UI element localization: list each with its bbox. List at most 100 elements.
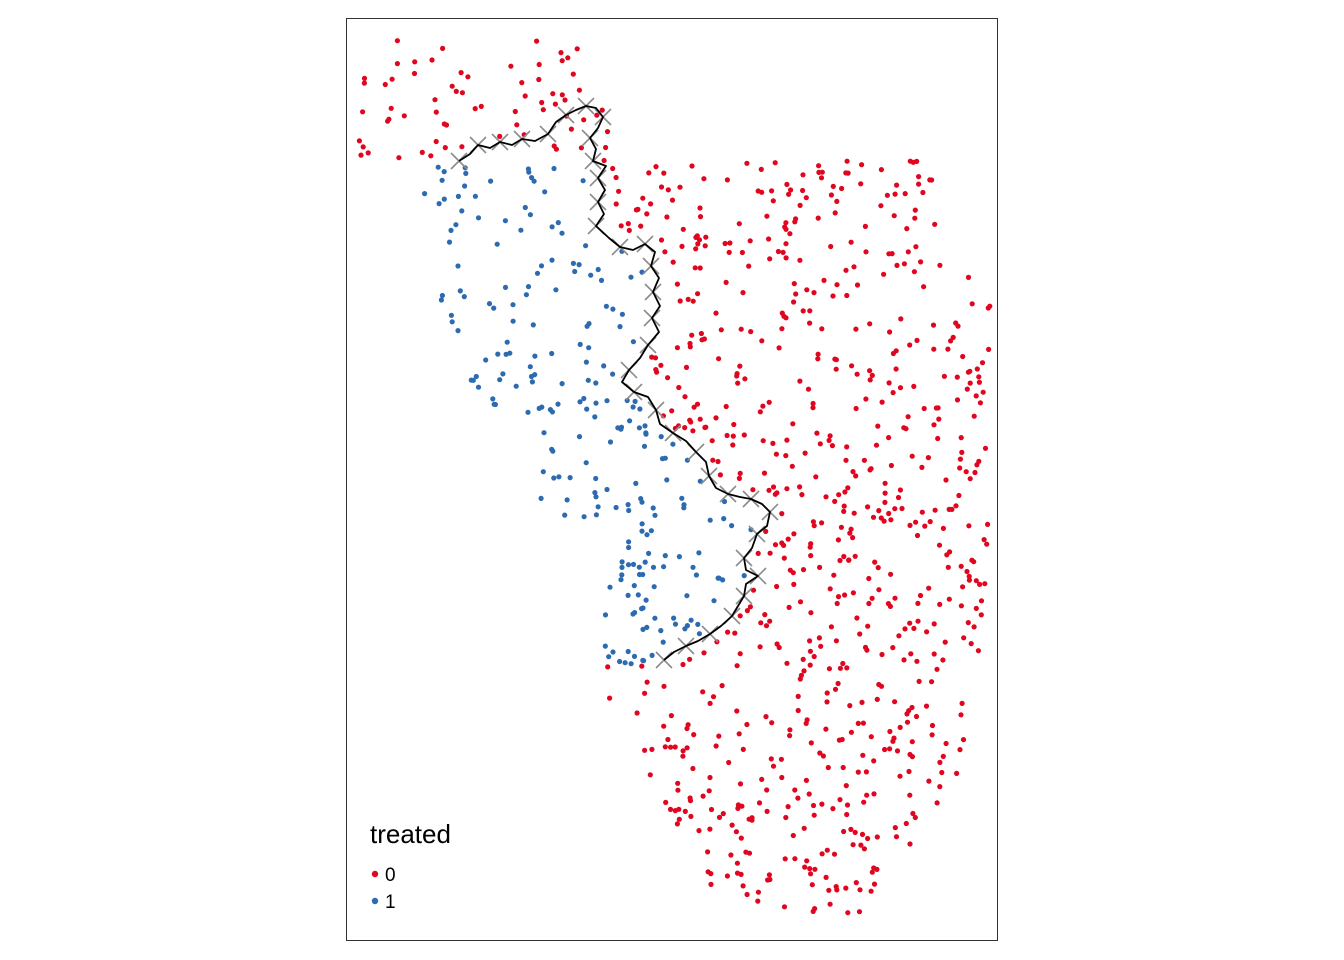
control-point: [799, 492, 805, 498]
control-point: [791, 281, 797, 287]
control-point: [360, 109, 366, 115]
control-point: [843, 783, 849, 789]
treated-point: [682, 626, 688, 632]
control-points-layer: [356, 38, 993, 916]
control-point: [685, 296, 691, 302]
control-point: [870, 514, 877, 520]
treated-point: [693, 572, 700, 578]
control-point: [797, 378, 803, 384]
control-point: [918, 259, 924, 265]
control-point: [858, 181, 864, 187]
control-point: [735, 380, 741, 386]
treated-point: [584, 406, 590, 412]
control-point: [644, 679, 650, 685]
control-point: [734, 371, 740, 377]
control-point: [734, 663, 740, 669]
control-point: [680, 753, 686, 759]
treated-point: [504, 339, 510, 345]
control-point: [800, 656, 806, 663]
control-point: [921, 405, 927, 412]
control-point: [626, 227, 632, 233]
control-point: [801, 668, 807, 674]
control-point: [770, 763, 777, 769]
control-point: [922, 523, 928, 529]
treated-point: [640, 605, 646, 611]
control-point: [694, 401, 701, 407]
treated-point: [490, 396, 496, 402]
control-point: [459, 90, 465, 96]
control-point: [791, 299, 797, 305]
control-point: [859, 162, 865, 168]
control-point: [783, 220, 789, 226]
control-point: [781, 904, 788, 910]
treated-point: [549, 224, 555, 230]
treated-point: [491, 305, 497, 311]
control-point: [830, 183, 836, 189]
control-point: [930, 322, 937, 328]
control-point: [964, 568, 970, 575]
treated-point: [635, 592, 641, 598]
control-point: [539, 99, 545, 106]
treated-point: [644, 624, 650, 631]
control-point: [835, 537, 842, 543]
control-point: [713, 415, 719, 421]
control-point: [832, 686, 839, 692]
control-point: [697, 265, 703, 271]
treated-point: [492, 401, 498, 408]
control-point: [690, 428, 696, 434]
control-point: [559, 58, 565, 64]
control-point: [720, 811, 726, 817]
control-point: [550, 91, 556, 97]
control-point: [853, 405, 859, 412]
control-point: [833, 638, 840, 644]
control-point: [886, 380, 892, 386]
control-point: [613, 201, 619, 207]
control-point: [892, 506, 898, 512]
treated-point: [572, 268, 578, 275]
control-point: [867, 321, 873, 327]
control-point: [811, 523, 817, 529]
treated-point: [604, 398, 610, 404]
control-point: [829, 443, 836, 449]
control-point: [834, 282, 840, 288]
control-point: [866, 575, 872, 582]
control-point: [807, 648, 814, 654]
control-point: [795, 795, 801, 801]
control-point: [797, 599, 804, 605]
control-point: [665, 736, 671, 743]
control-point: [958, 563, 964, 569]
control-point: [574, 46, 580, 52]
control-point: [850, 842, 856, 848]
control-point: [807, 308, 813, 314]
treated-point: [696, 550, 702, 556]
treated-point: [577, 341, 583, 347]
treated-point: [525, 409, 531, 415]
control-point: [852, 553, 858, 559]
control-point: [522, 93, 528, 99]
control-point: [890, 350, 897, 357]
control-point: [648, 201, 654, 207]
control-point: [908, 651, 914, 657]
treated-point: [641, 658, 647, 664]
control-point: [667, 806, 674, 813]
treated-point: [549, 257, 555, 263]
control-point: [916, 174, 922, 180]
control-point: [856, 909, 863, 915]
control-point: [594, 112, 600, 118]
treated-point: [636, 571, 643, 578]
control-point: [783, 226, 789, 232]
treated-point: [449, 319, 455, 325]
control-point: [864, 792, 870, 798]
treated-point: [681, 505, 687, 511]
control-point: [892, 825, 898, 831]
legend: treated 0 1: [370, 819, 451, 913]
control-point: [828, 624, 835, 630]
control-point: [687, 795, 693, 801]
control-point: [814, 430, 820, 436]
control-point: [808, 740, 814, 746]
control-point: [863, 396, 869, 402]
control-point: [831, 572, 837, 578]
treated-point: [662, 455, 668, 461]
control-point: [741, 432, 747, 438]
control-point: [966, 577, 973, 583]
